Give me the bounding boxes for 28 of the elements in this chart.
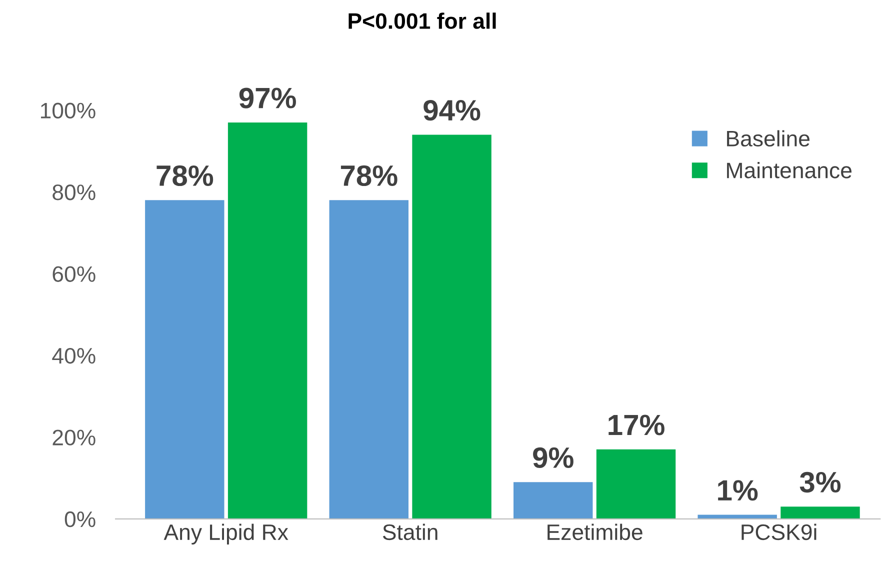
- x-tick-label: Statin: [382, 524, 438, 540]
- bar: [412, 134, 492, 519]
- x-tick-label: Ezetimibe: [548, 524, 642, 540]
- y-tick-label: 60%: [52, 266, 96, 282]
- data-label: 9%: [533, 447, 574, 468]
- bar: [514, 482, 593, 519]
- data-label: 94%: [424, 100, 480, 121]
- y-tick-label: 100%: [40, 102, 96, 118]
- data-label: 1%: [718, 480, 758, 501]
- data-label: 17%: [608, 414, 664, 436]
- y-tick-label: 80%: [52, 184, 96, 200]
- y-tick-label: 40%: [52, 348, 96, 364]
- bar: [780, 506, 860, 519]
- bar: [228, 122, 308, 519]
- legend-label: Maintenance: [727, 162, 852, 178]
- y-tick-label: 0%: [64, 511, 96, 528]
- chart-title: P<0.001 for all: [348, 12, 496, 29]
- data-label: 3%: [800, 472, 841, 493]
- legend-label: Baseline: [727, 130, 810, 147]
- bar: [329, 200, 408, 519]
- y-tick-label: 20%: [52, 430, 96, 446]
- bar: [145, 200, 224, 519]
- x-tick-label: Any Lipid Rx: [164, 524, 288, 544]
- bar: [596, 449, 676, 519]
- data-label: 78%: [156, 165, 214, 186]
- x-tick-label: PCSK9i: [742, 524, 816, 540]
- data-label: 78%: [340, 165, 398, 186]
- data-label: 97%: [239, 88, 296, 108]
